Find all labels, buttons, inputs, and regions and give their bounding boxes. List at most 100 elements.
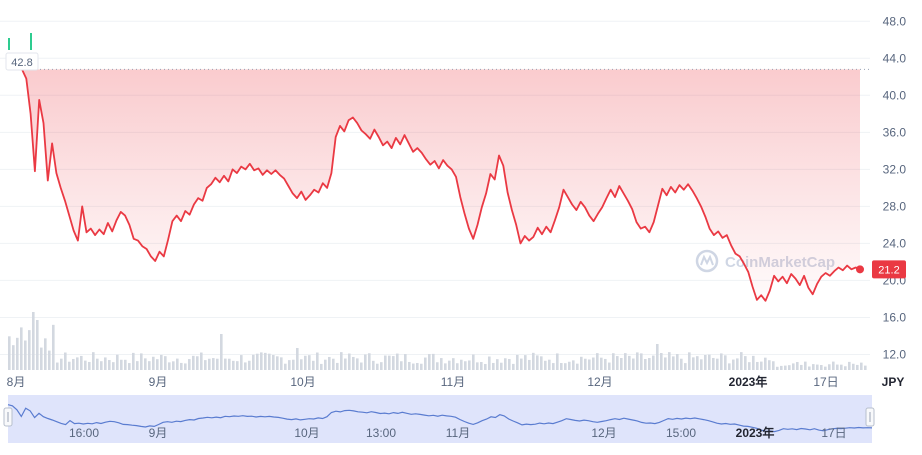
- volume-bar: [92, 352, 95, 370]
- volume-bar: [376, 363, 379, 370]
- volume-bar: [780, 365, 783, 370]
- volume-bar: [488, 356, 491, 370]
- volume-bar: [40, 347, 43, 370]
- volume-bar: [280, 357, 283, 370]
- volume-bar: [164, 356, 167, 370]
- volume-bar: [80, 355, 83, 370]
- volume-bar: [188, 359, 191, 370]
- volume-bar: [644, 359, 647, 370]
- volume-bar: [36, 320, 39, 370]
- volume-bar: [228, 358, 231, 370]
- volume-bar: [192, 355, 195, 370]
- y-tick-label: 32.0: [883, 162, 907, 176]
- volume-bar: [524, 355, 527, 370]
- current-price-label: 21.2: [878, 264, 899, 276]
- volume-bar: [556, 353, 559, 370]
- volume-bar: [112, 362, 115, 370]
- volume-bar: [364, 354, 367, 370]
- volume-bar: [132, 352, 135, 370]
- volume-bar: [400, 361, 403, 370]
- volume-bar: [384, 355, 387, 370]
- volume-bar: [544, 360, 547, 370]
- volume-bar: [860, 362, 863, 370]
- volume-bar: [568, 361, 571, 370]
- range-navigator[interactable]: 16:00 9月 10月 13:00 11月 12月 15:00 2023年 17日: [3, 395, 875, 443]
- y-tick-label: 40.0: [883, 88, 907, 102]
- volume-bar: [740, 352, 743, 370]
- volume-bar: [864, 365, 867, 370]
- volume-bar: [212, 358, 215, 370]
- volume-bar: [52, 324, 55, 370]
- volume-bar: [288, 360, 291, 370]
- volume-bar: [424, 357, 427, 370]
- volume-bar: [116, 354, 119, 370]
- volume-bar: [24, 340, 27, 370]
- volume-bar: [260, 352, 263, 370]
- volume-bar: [592, 357, 595, 370]
- volume-bar: [308, 355, 311, 370]
- volume-bar: [676, 354, 679, 370]
- volume-bar: [272, 355, 275, 370]
- volume-bar: [536, 355, 539, 370]
- volume-bar: [508, 359, 511, 370]
- volume-bar: [464, 361, 467, 370]
- currency-label: JPY: [882, 375, 905, 389]
- volume-bar: [412, 363, 415, 370]
- volume-bar: [156, 359, 159, 370]
- x-tick-label: 11月: [441, 375, 465, 389]
- volume-bar: [692, 357, 695, 370]
- volume-bar: [216, 358, 219, 370]
- volume-bar: [276, 356, 279, 370]
- volume-bar: [60, 358, 63, 370]
- volume-bar: [196, 356, 199, 370]
- volume-bar: [320, 363, 323, 370]
- volume-bar: [244, 362, 247, 370]
- volume-bar: [476, 362, 479, 370]
- volume-bar: [328, 356, 331, 370]
- volume-bar: [812, 364, 815, 370]
- volume-bar: [768, 360, 771, 370]
- volume-bar: [788, 365, 791, 370]
- volume-bar: [432, 353, 435, 370]
- volume-bar: [72, 358, 75, 370]
- volume-bar: [120, 359, 123, 370]
- volume-bar: [712, 357, 715, 370]
- volume-bar: [616, 356, 619, 370]
- volume-bar: [348, 353, 351, 370]
- price-line: [21, 69, 861, 302]
- x-tick-label: 2023年: [729, 374, 768, 389]
- volume-bar: [448, 360, 451, 370]
- navigator-tick-label: 11月: [446, 426, 470, 440]
- volume-bar: [180, 362, 183, 370]
- navigator-right-handle[interactable]: [865, 407, 875, 427]
- y-axis: 48.044.040.036.032.028.024.020.016.012.0: [883, 14, 907, 361]
- volume-bar: [672, 356, 675, 370]
- volume-bar: [664, 357, 667, 370]
- coinmarketcap-logo-mark: [700, 254, 714, 266]
- volume-bar: [668, 352, 671, 370]
- navigator-left-handle[interactable]: [3, 407, 13, 427]
- start-price-label: 42.8: [11, 57, 32, 69]
- volume-bar: [252, 354, 255, 370]
- volume-bar: [840, 364, 843, 370]
- volume-bar: [680, 358, 683, 370]
- volume-bar: [144, 358, 147, 370]
- volume-bar: [76, 357, 79, 370]
- volume-bar: [504, 358, 507, 370]
- volume-bar: [484, 363, 487, 370]
- volume-bar: [688, 352, 691, 370]
- volume-bar: [300, 359, 303, 370]
- navigator-selection[interactable]: [8, 395, 872, 443]
- volume-bar: [684, 363, 687, 370]
- y-tick-label: 12.0: [883, 347, 907, 361]
- volume-bar: [764, 357, 767, 370]
- volume-bar: [456, 363, 459, 370]
- volume-bar: [560, 363, 563, 370]
- volume-bar: [8, 336, 11, 370]
- volume-bar: [396, 353, 399, 370]
- volume-bar: [804, 361, 807, 370]
- volume-bar: [596, 353, 599, 370]
- volume-bar: [68, 361, 71, 370]
- start-price-badge: 42.8: [5, 52, 39, 71]
